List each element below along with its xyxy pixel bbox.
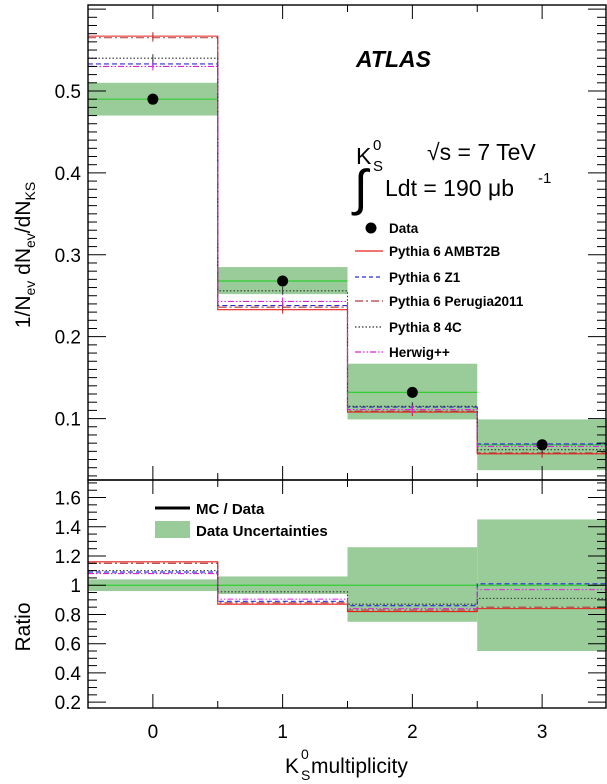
svg-text:S: S [301,767,310,783]
data-point [147,93,159,105]
luminosity-superscript: -1 [538,170,551,187]
legend-label-herwig: Herwig++ [389,345,450,360]
y-tick-label: 1.4 [55,518,82,539]
main-y-axis-title: 1/Nev dNev/dNKS [12,182,38,328]
y-tick-label: 0.6 [55,635,81,656]
y-tick-label: 0.2 [55,328,81,349]
y-tick-label: 0.4 [55,164,82,185]
svg-text:Ratio: Ratio [12,602,35,651]
main-legend: Data Pythia 6 AMBT2B Pythia 6 Z1 Pythia … [355,221,524,360]
integral-sign: ∫ [351,160,371,216]
data-point [536,439,548,451]
x-tick-label: 1 [277,722,288,743]
legend-label-z1: Pythia 6 Z1 [389,270,461,285]
luminosity-label: Ldt = 190 μb [385,175,514,201]
svg-text:K: K [285,755,299,778]
x-axis-title: K 0 S multiplicity [285,746,408,783]
y-tick-label: 0.5 [55,82,81,103]
ratio-series-3 [88,570,607,605]
mc-series-4 [88,65,607,447]
data-point [406,386,418,398]
legend-label-perugia: Pythia 6 Perugia2011 [389,294,524,309]
ratio-y-axis-title: Ratio [12,602,35,651]
y-tick-label: 0.8 [55,605,81,626]
ratio-panel: 0.2 0.4 0.6 0.8 1 1.2 1.4 1.6 0 1 2 3 [55,479,607,743]
particle-label: K [356,143,372,169]
legend-label-pythia8: Pythia 8 4C [389,320,462,335]
main-panel: 0.1 0.2 0.3 0.4 0.5 [55,4,607,481]
y-tick-label: 0.4 [55,664,82,685]
ratio-uncertainty-band [347,547,478,622]
ratio-series-4 [88,572,607,610]
energy-label: √s = 7 TeV [427,139,536,165]
legend-marker-data [365,222,377,234]
particle-symbol: K [356,143,372,169]
y-tick-label: 1 [70,576,81,597]
legend-label-data: Data [389,221,419,236]
y-tick-label: 1.2 [55,547,81,568]
legend-label-mc-data: MC / Data [196,501,265,518]
data-point [277,275,289,287]
svg-text:1/Nev dNev/dNKS: 1/Nev dNev/dNKS [12,182,38,328]
legend-label-data-uncertainties: Data Uncertainties [196,523,328,540]
legend-label-ambt2b: Pythia 6 AMBT2B [389,244,501,259]
x-tick-label: 2 [407,722,418,743]
x-tick-label: 0 [148,722,159,743]
ratio-legend: MC / Data Data Uncertainties [155,501,328,540]
particle-superscript: 0 [373,137,381,154]
particle-subscript: S [373,158,383,175]
y-tick-label: 0.3 [55,246,81,267]
y-tick-label: 0.2 [55,693,81,714]
experiment-label: ATLAS [355,46,432,72]
mc-series-3 [88,57,607,451]
x-tick-label: 3 [537,722,548,743]
y-tick-label: 1.6 [55,489,81,510]
svg-text:multiplicity: multiplicity [311,755,408,778]
svg-text:0: 0 [301,746,309,762]
y-tick-label: 0.1 [55,410,81,431]
legend-box-data-uncertainties [155,521,190,538]
